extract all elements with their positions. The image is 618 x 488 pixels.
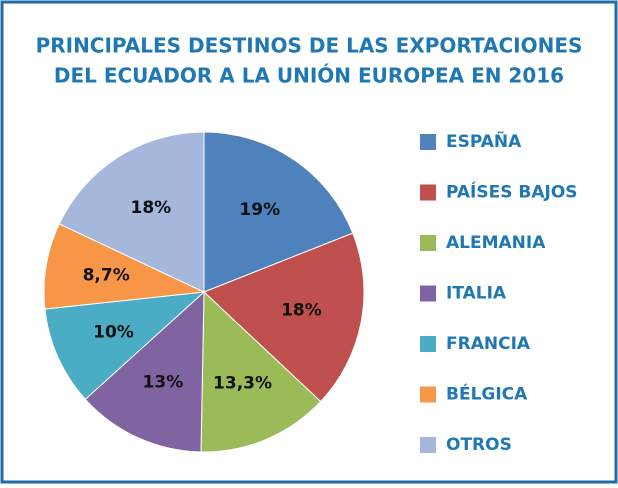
legend-label: ALEMANIA [446,233,546,253]
data-label: 10% [93,323,134,343]
data-label: 18% [281,301,322,321]
pie-slice [43,223,206,310]
pie-slice [203,131,354,293]
pie-slice [44,291,206,401]
pie-slice [84,290,205,453]
legend-swatch [420,184,436,201]
legend-label: PAÍSES BAJOS [446,181,578,203]
legend-swatch [420,386,436,403]
legend-label: BÉLGICA [446,383,528,405]
data-label: 19% [239,200,280,220]
legend-swatch [420,235,436,251]
pie-slice [203,232,365,403]
legend-swatch [420,285,436,302]
legend-label: OTROS [446,435,512,455]
chart-title: PRINCIPALES DESTINOS DE LAS EXPORTACIONE… [36,34,583,58]
legend-swatch [420,336,436,352]
data-label: 18% [130,198,171,218]
pie-slice [58,131,205,293]
data-label: 13,3% [213,373,272,393]
legend-label: FRANCIA [446,334,531,354]
legend-swatch [420,437,436,453]
chart-title: DEL ECUADOR A LA UNIÓN EUROPEA EN 2016 [54,64,564,88]
legend-label: ITALIA [446,284,507,304]
data-label: 13% [143,372,184,392]
pie-slice [200,290,322,453]
data-label: 8,7% [83,266,130,286]
legend-label: ESPAÑA [446,129,522,152]
legend-swatch [420,134,436,150]
